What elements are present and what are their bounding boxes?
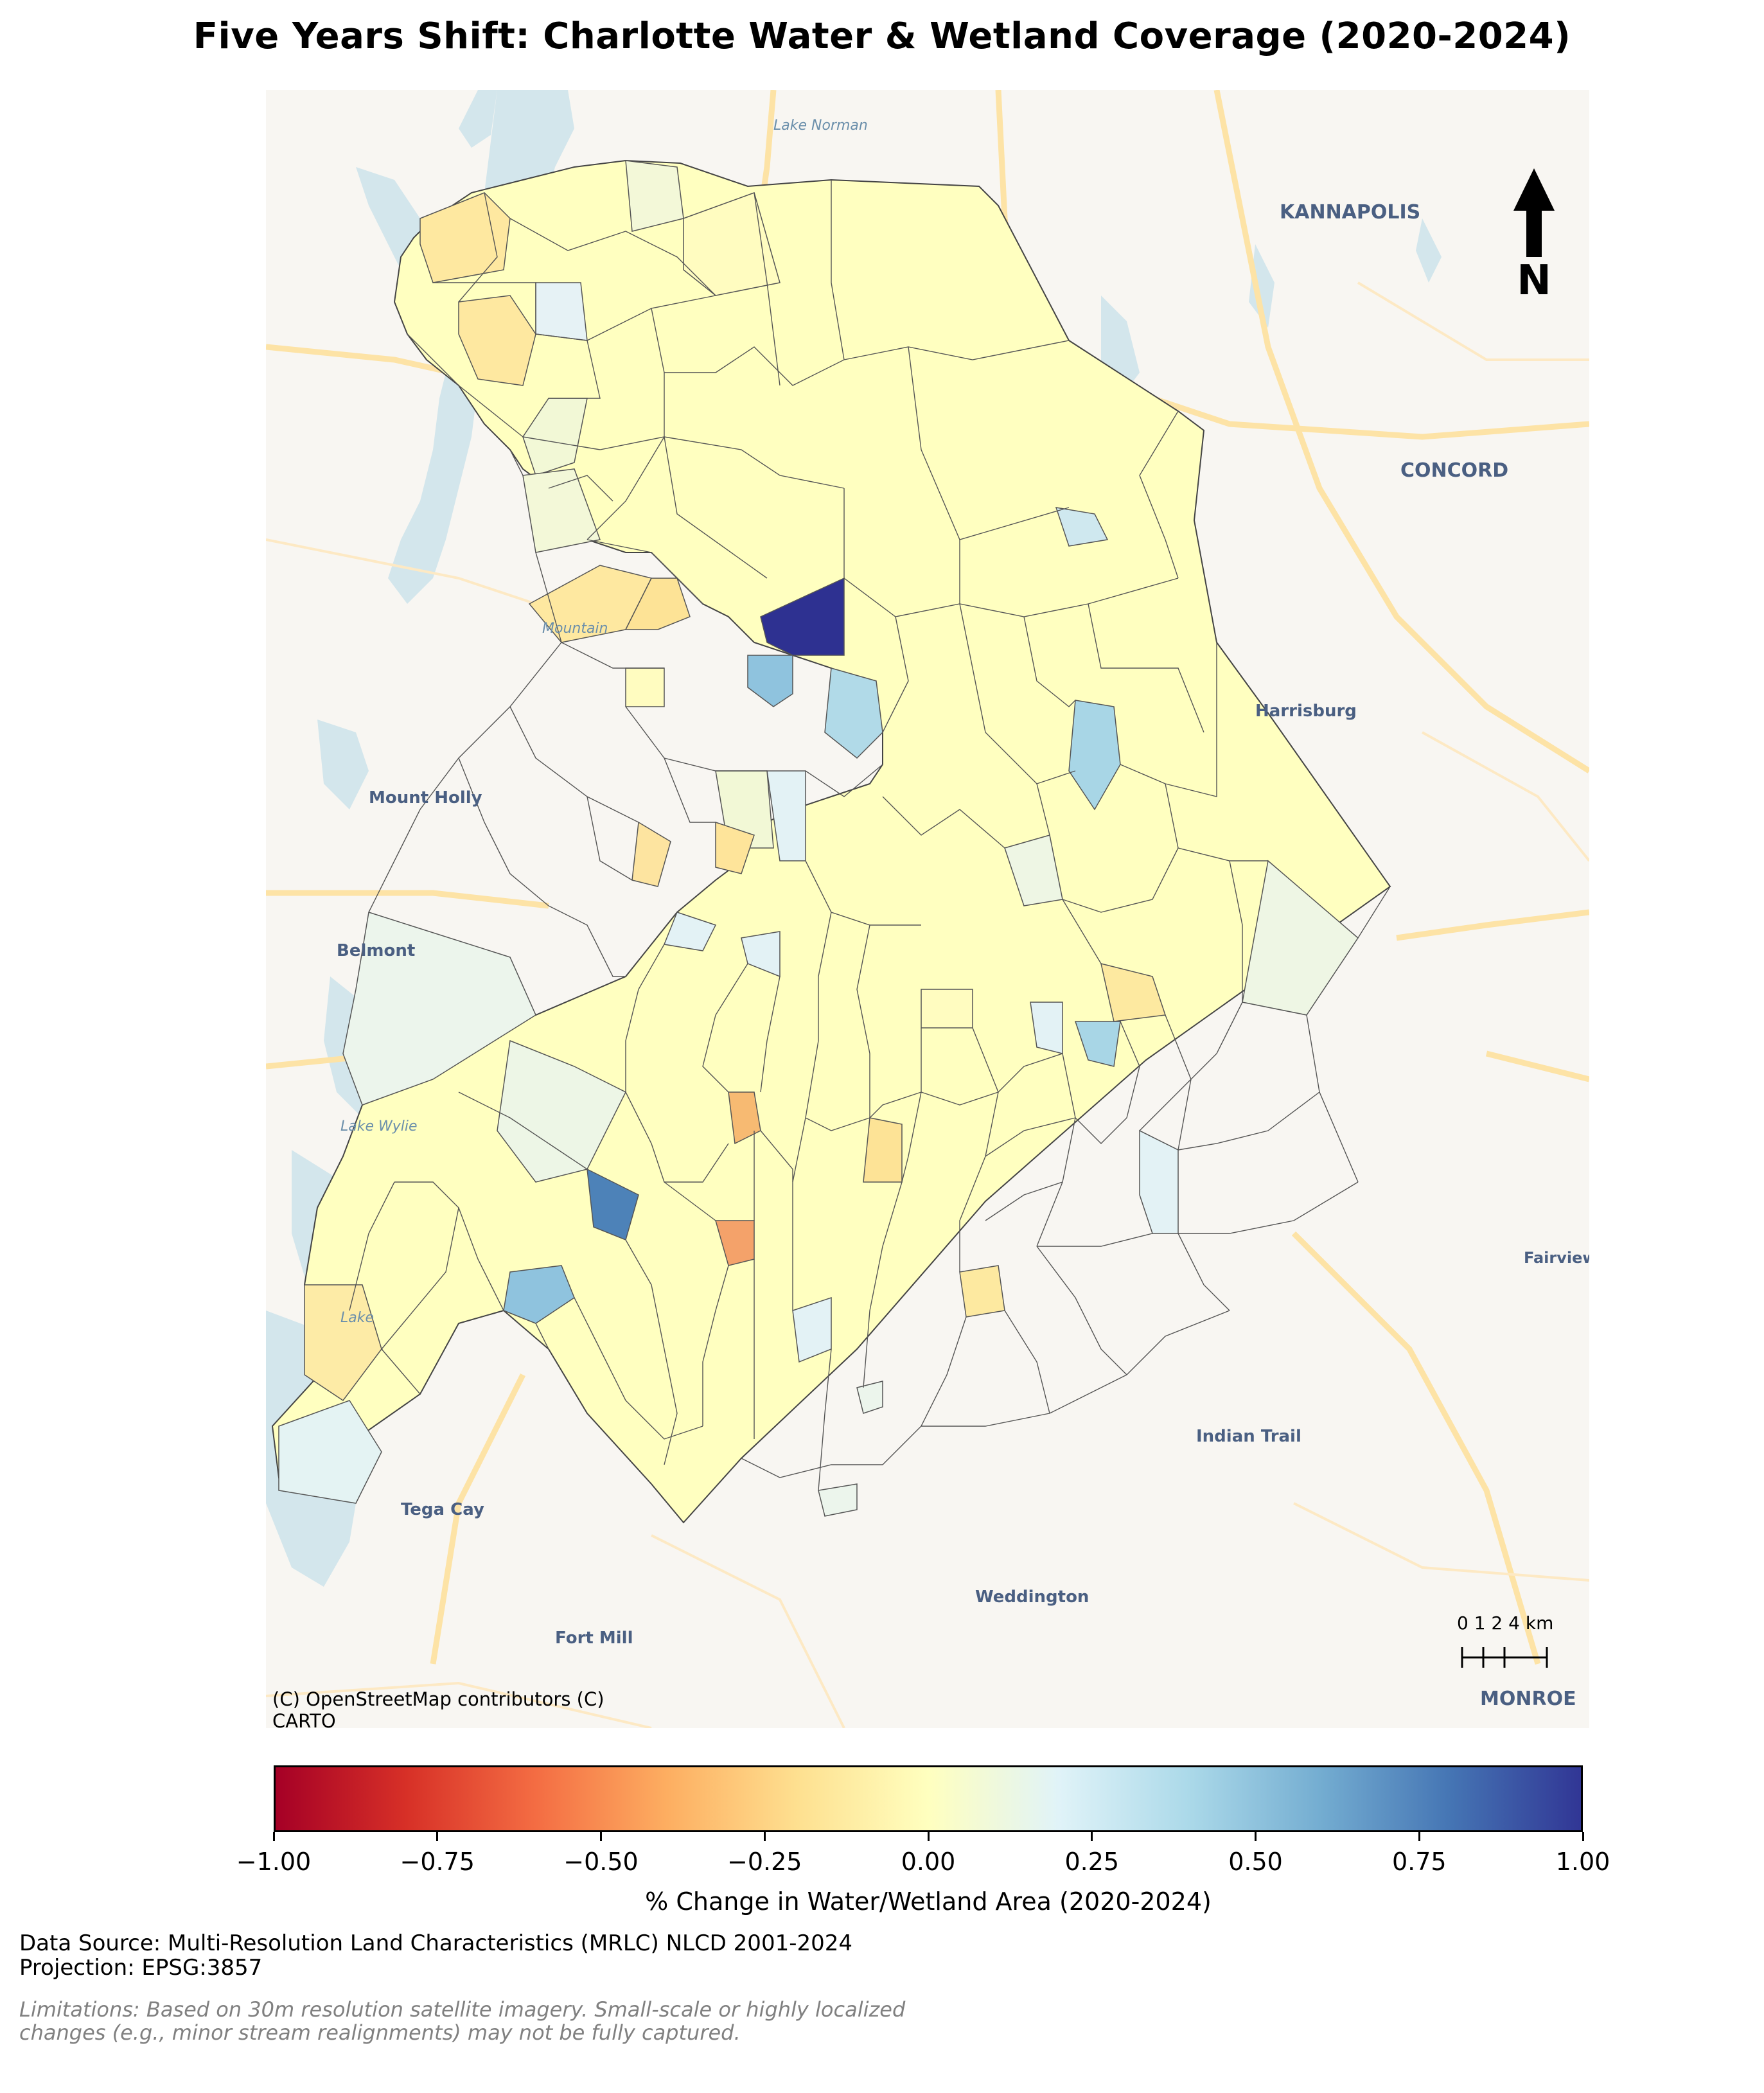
basemap-attribution: (C) OpenStreetMap contributors (C) CARTO (272, 1688, 604, 1732)
tract (1139, 1129, 1179, 1234)
limitations-note: Limitations: Based on 30m resolution sat… (19, 1998, 905, 2044)
colorbar-tick-label: 0.75 (1391, 1848, 1447, 1876)
scale-bar-graphic (1461, 1647, 1548, 1668)
colorbar-tick (1582, 1832, 1584, 1841)
projection-line: Projection: EPSG:3857 (19, 1955, 263, 1981)
tract-boundaries (349, 180, 1391, 1491)
colorbar-tick (1091, 1832, 1093, 1841)
colorbar-tick (763, 1832, 766, 1841)
limitations-line: changes (e.g., minor stream realignments… (19, 2020, 741, 2045)
tract (1068, 700, 1121, 811)
place-label: Belmont (337, 941, 415, 960)
colorbar-tick-label: 0.25 (1064, 1848, 1120, 1876)
data-source: Data Source: Multi-Resolution Land Chara… (19, 1931, 852, 1980)
tract (747, 655, 793, 707)
colorbar-tick (436, 1832, 439, 1841)
colorbar (274, 1765, 1583, 1832)
tract (760, 577, 845, 656)
source-line: Data Source: Multi-Resolution Land Chara… (19, 1930, 852, 1956)
map-title: Five Years Shift: Charlotte Water & Wetl… (193, 15, 1571, 57)
north-arrow-icon (1513, 168, 1555, 257)
limitations-line: Limitations: Based on 30m resolution sat… (19, 1997, 906, 2022)
north-label: N (1517, 257, 1551, 305)
tract (522, 468, 601, 553)
colorbar-label: % Change in Water/Wetland Area (2020-202… (645, 1887, 1212, 1916)
place-label: Lake Wylie (340, 1118, 418, 1135)
place-label: Lake (340, 1310, 374, 1326)
place-label: Harrisburg (1255, 702, 1357, 721)
colorbar-tick-label: −0.75 (400, 1848, 475, 1876)
tract (1055, 507, 1109, 547)
place-label: CONCORD (1400, 459, 1508, 482)
place-label: Indian Trail (1196, 1427, 1301, 1446)
tract (304, 1284, 382, 1402)
tract (631, 821, 671, 887)
colorbar-tick-label: −0.50 (563, 1848, 639, 1876)
tract (824, 667, 883, 759)
tract (458, 295, 536, 386)
tract (683, 192, 781, 296)
county-outline (271, 159, 1391, 1524)
colorbar-tick (1418, 1832, 1420, 1841)
tract (856, 1381, 883, 1414)
tract (863, 1117, 903, 1183)
place-label: Tega Cay (401, 1500, 484, 1519)
tract (959, 1265, 1005, 1318)
tract (535, 282, 588, 341)
tract (624, 578, 691, 630)
colorbar-tick-label: −0.25 (727, 1848, 802, 1876)
colorbar-tick (927, 1832, 930, 1841)
tract (342, 912, 536, 1106)
colorbar-tick (272, 1832, 275, 1841)
place-label: Mountain (542, 621, 608, 637)
attribution-line: (C) OpenStreetMap contributors (C) (272, 1688, 604, 1710)
place-label: Mount Holly (369, 788, 482, 808)
tract (503, 1265, 575, 1324)
tract (278, 1400, 382, 1504)
place-label: Lake Norman (773, 118, 868, 134)
tract (663, 912, 717, 951)
colorbar-tick (600, 1832, 602, 1841)
tract (921, 989, 973, 1029)
place-label: KANNAPOLIS (1280, 201, 1420, 224)
place-label: MONROE (1480, 1688, 1576, 1710)
colorbar-tick (1255, 1832, 1257, 1841)
place-label: Fort Mill (555, 1629, 633, 1648)
tract (818, 1483, 858, 1517)
place-label: Weddington (975, 1587, 1089, 1607)
place-labels: Lake Norman KANNAPOLIS CONCORD Harrisbur… (337, 118, 1589, 1710)
colorbar-tick-label: −1.00 (236, 1848, 312, 1876)
tract-polygons (278, 160, 1359, 1517)
north-arrow: N (1508, 168, 1560, 305)
tract (715, 821, 755, 874)
colorbar-ticks: −1.00 −0.75 −0.50 −0.25 0.00 0.25 0.50 0.75 1.00 (236, 1832, 1610, 1890)
tract (625, 160, 684, 232)
place-label: Fairview (1524, 1249, 1589, 1267)
colorbar-tick-label: 1.00 (1555, 1848, 1610, 1876)
basemap-minor-roads (266, 281, 1589, 1728)
colorbar-tick-label: 0.00 (901, 1848, 956, 1876)
tract (1074, 1021, 1121, 1067)
colorbar-tick-label: 0.50 (1228, 1848, 1283, 1876)
scale-bar-label: 0 1 2 4 km (1457, 1612, 1554, 1634)
attribution-line: CARTO (272, 1710, 336, 1732)
basemap-roads (266, 90, 1589, 1665)
county-boundary (271, 159, 1391, 1524)
map-panel[interactable]: Lake Norman KANNAPOLIS CONCORD Harrisbur… (266, 90, 1589, 1728)
tract (625, 667, 665, 707)
